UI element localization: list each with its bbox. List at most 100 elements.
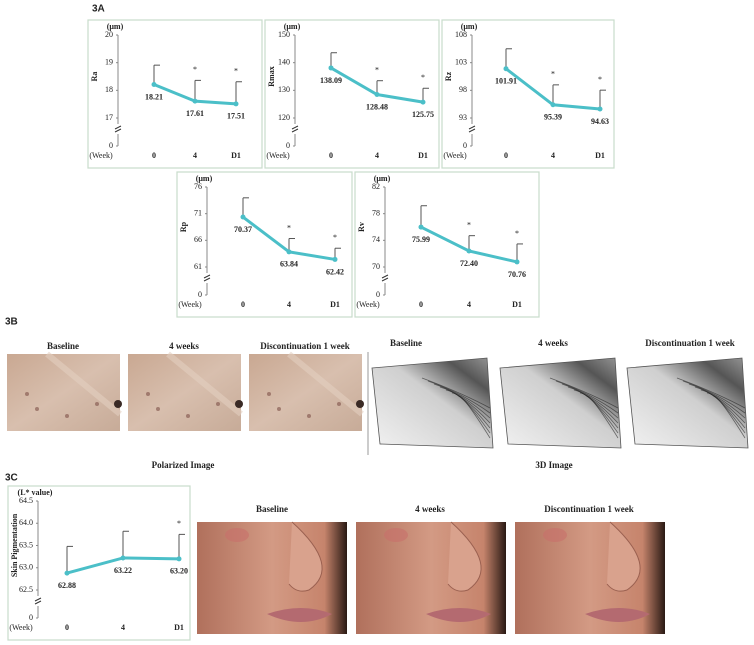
unit-label: (μm) bbox=[374, 174, 391, 183]
pigment-patch bbox=[543, 528, 567, 542]
y-tick-label: 62.5 bbox=[19, 585, 33, 594]
chart: (L* value) Skin Pigmentation 0 62.5 63.0 63.5… bbox=[7, 485, 191, 641]
y-tick-label: 78 bbox=[372, 208, 380, 217]
y-tick-label: 63.5 bbox=[19, 540, 33, 549]
y-tick-label: 63.0 bbox=[19, 563, 33, 572]
data-point bbox=[466, 248, 472, 254]
caption: Baseline bbox=[390, 338, 422, 348]
value-label: 128.48 bbox=[366, 102, 388, 111]
data-point bbox=[192, 98, 198, 104]
relief-line bbox=[549, 377, 619, 409]
caption: 4 weeks bbox=[538, 338, 568, 348]
x-axis-title: (Week) bbox=[89, 151, 113, 160]
y-tick-label: 93 bbox=[459, 113, 467, 122]
y-tick-label: 70 bbox=[372, 262, 380, 271]
value-label: 101.91 bbox=[495, 77, 517, 86]
data-point bbox=[420, 99, 426, 105]
y-tick-label: 74 bbox=[372, 235, 380, 244]
data-point bbox=[151, 82, 157, 88]
data-point bbox=[418, 224, 424, 230]
data-point bbox=[328, 65, 334, 71]
x-tick-label: 4 bbox=[551, 151, 555, 160]
y-axis-title: Rp bbox=[179, 221, 188, 232]
y-tick-label: 17 bbox=[105, 113, 113, 122]
y-axis-title: Rv bbox=[357, 222, 366, 232]
y-tick-label: 0 bbox=[198, 290, 202, 299]
y-tick-label: 64.0 bbox=[19, 518, 33, 527]
relief-image bbox=[371, 357, 494, 449]
spot bbox=[277, 407, 281, 411]
data-point bbox=[286, 249, 292, 255]
x-axis-title: (Week) bbox=[266, 151, 290, 160]
significance-mark: * bbox=[515, 229, 519, 238]
x-tick-label: 4 bbox=[467, 300, 471, 309]
spot bbox=[95, 402, 99, 406]
chart-frame bbox=[176, 171, 353, 318]
x-tick-label: 0 bbox=[65, 623, 69, 632]
axis-break bbox=[381, 277, 389, 282]
eye-corner bbox=[114, 400, 122, 408]
photo-texture bbox=[166, 351, 243, 417]
photo-texture bbox=[45, 351, 122, 417]
data-point bbox=[374, 92, 380, 98]
y-tick-label: 98 bbox=[459, 85, 467, 94]
eye-corner bbox=[356, 400, 364, 408]
photo-texture bbox=[287, 351, 364, 417]
unit-label: (μm) bbox=[461, 22, 478, 31]
y-tick-label: 120 bbox=[278, 113, 290, 122]
spot bbox=[156, 407, 160, 411]
value-label: 95.39 bbox=[544, 113, 562, 122]
x-tick-label: 0 bbox=[329, 151, 333, 160]
value-label: 63.84 bbox=[280, 260, 298, 269]
x-tick-label: 4 bbox=[121, 623, 125, 632]
section-title: 3D Image bbox=[535, 460, 572, 470]
relief-line bbox=[457, 395, 491, 439]
x-tick-label: D1 bbox=[174, 623, 184, 632]
chart-frame bbox=[354, 171, 540, 318]
x-tick-label: D1 bbox=[512, 300, 522, 309]
value-label: 75.99 bbox=[412, 235, 430, 244]
spot bbox=[267, 392, 271, 396]
significance-mark: * bbox=[333, 233, 337, 242]
y-tick-label: 76 bbox=[194, 182, 202, 191]
y-tick-label: 71 bbox=[194, 208, 202, 217]
spot bbox=[186, 414, 190, 418]
axis-break bbox=[291, 128, 299, 133]
y-tick-label: 82 bbox=[372, 182, 380, 191]
caption: Discontinuation 1 week bbox=[645, 338, 735, 348]
unit-label: (L* value) bbox=[18, 488, 53, 497]
caption: 4 weeks bbox=[169, 341, 199, 351]
nose bbox=[447, 521, 482, 592]
relief-line bbox=[585, 395, 619, 439]
lips bbox=[426, 608, 491, 622]
relief-line bbox=[555, 380, 619, 414]
caption: 4 weeks bbox=[415, 504, 445, 514]
y-tick-label: 103 bbox=[455, 57, 467, 66]
x-tick-label: D1 bbox=[231, 151, 241, 160]
significance-mark: * bbox=[193, 65, 197, 74]
spot bbox=[307, 414, 311, 418]
x-tick-label: 4 bbox=[375, 151, 379, 160]
spot bbox=[146, 392, 150, 396]
value-label: 63.22 bbox=[114, 566, 132, 575]
significance-mark: * bbox=[598, 75, 602, 84]
pigment-patch bbox=[384, 528, 408, 542]
y-tick-label: 0 bbox=[109, 141, 113, 150]
y-tick-label: 108 bbox=[455, 30, 467, 39]
y-tick-label: 66 bbox=[194, 235, 202, 244]
x-tick-label: 4 bbox=[193, 151, 197, 160]
caption: Discontinuation 1 week bbox=[260, 341, 350, 351]
y-tick-label: 61 bbox=[194, 262, 202, 271]
significance-mark: * bbox=[467, 220, 471, 229]
caption: Baseline bbox=[256, 504, 288, 514]
data-point bbox=[120, 555, 126, 561]
relief-line bbox=[712, 395, 746, 439]
axis-break bbox=[291, 125, 299, 130]
axis-break bbox=[34, 597, 42, 602]
lips bbox=[267, 608, 332, 622]
x-tick-label: 0 bbox=[241, 300, 245, 309]
